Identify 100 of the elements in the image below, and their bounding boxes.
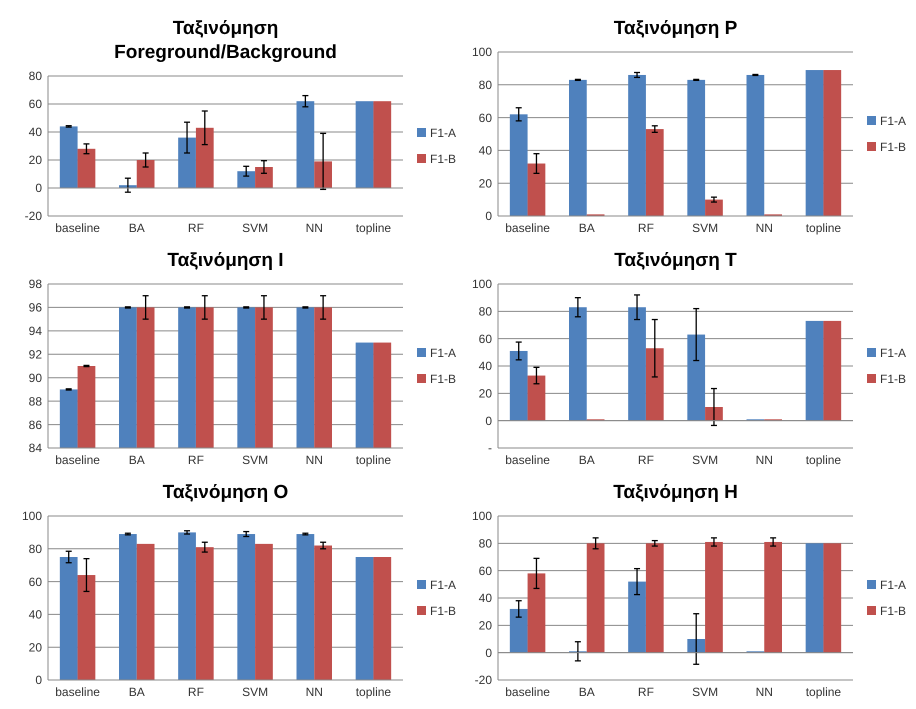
bar bbox=[806, 543, 824, 653]
y-tick-label: 20 bbox=[478, 618, 492, 633]
bar bbox=[646, 348, 664, 421]
y-tick-label: 0 bbox=[485, 646, 492, 660]
bar bbox=[296, 101, 314, 188]
x-tick-label: NN bbox=[306, 453, 323, 467]
y-tick-label: 80 bbox=[478, 536, 492, 551]
x-tick-label: BA bbox=[578, 685, 595, 699]
bar bbox=[628, 582, 646, 653]
y-tick-label: 20 bbox=[478, 386, 492, 401]
bar bbox=[628, 307, 646, 421]
bar bbox=[78, 575, 96, 680]
bar bbox=[356, 557, 374, 680]
legend-label: F1-B bbox=[880, 604, 906, 618]
bar bbox=[823, 543, 842, 653]
x-tick-label: baseline bbox=[505, 685, 550, 699]
bar bbox=[78, 148, 96, 188]
bar bbox=[237, 534, 256, 680]
y-tick-label: 80 bbox=[478, 78, 492, 92]
bar bbox=[178, 138, 196, 188]
chart-title: Ταξινόμηση T bbox=[614, 250, 738, 271]
x-tick-label: topline bbox=[356, 685, 392, 699]
bar bbox=[136, 544, 154, 680]
y-tick-label: - bbox=[488, 441, 492, 456]
x-tick-label: baseline bbox=[55, 685, 100, 699]
y-tick-label: 100 bbox=[472, 509, 492, 524]
y-tick-label: 20 bbox=[28, 153, 42, 168]
y-tick-label: 60 bbox=[478, 564, 492, 578]
y-tick-label: 96 bbox=[28, 300, 42, 315]
y-tick-label: 60 bbox=[478, 110, 492, 125]
bar bbox=[136, 160, 154, 188]
bar bbox=[586, 543, 604, 653]
x-tick-label: SVM bbox=[692, 453, 718, 467]
legend-label: F1-A bbox=[430, 346, 456, 360]
x-tick-label: RF bbox=[188, 685, 204, 699]
x-tick-label: NN bbox=[756, 685, 773, 699]
y-tick-label: 90 bbox=[28, 370, 42, 385]
bar bbox=[60, 126, 78, 188]
x-tick-label: SVM bbox=[242, 453, 268, 467]
y-tick-label: 80 bbox=[28, 69, 42, 84]
bar bbox=[646, 129, 664, 216]
y-tick-label: 40 bbox=[28, 125, 42, 140]
bar bbox=[528, 164, 546, 216]
y-tick-label: 60 bbox=[478, 332, 492, 346]
bar bbox=[314, 546, 332, 680]
x-tick-label: topline bbox=[806, 685, 842, 699]
bar bbox=[178, 532, 196, 680]
bar bbox=[687, 80, 706, 216]
x-tick-label: NN bbox=[756, 221, 773, 235]
bar bbox=[764, 542, 782, 653]
legend-label: F1-A bbox=[430, 578, 456, 592]
y-tick-label: 0 bbox=[35, 673, 42, 688]
legend-label: F1-A bbox=[430, 126, 456, 140]
y-tick-label: -20 bbox=[24, 209, 42, 224]
y-tick-label: 98 bbox=[28, 277, 42, 292]
y-tick-label: 40 bbox=[478, 359, 492, 374]
x-tick-label: NN bbox=[306, 685, 323, 699]
x-tick-label: RF bbox=[638, 221, 654, 235]
legend-label: F1-B bbox=[430, 372, 456, 386]
y-tick-label: 0 bbox=[35, 181, 42, 196]
y-tick-label: 60 bbox=[28, 574, 42, 589]
y-tick-label: 94 bbox=[28, 324, 42, 338]
x-tick-label: SVM bbox=[242, 685, 268, 699]
y-tick-label: 84 bbox=[28, 441, 42, 456]
bar bbox=[119, 534, 137, 680]
x-tick-label: baseline bbox=[55, 453, 100, 467]
bar bbox=[510, 114, 528, 216]
bar bbox=[569, 80, 587, 216]
bar bbox=[646, 543, 664, 653]
bar bbox=[373, 101, 392, 188]
x-tick-label: NN bbox=[756, 453, 773, 467]
x-tick-label: topline bbox=[806, 453, 842, 467]
y-tick-label: 0 bbox=[485, 414, 492, 428]
y-tick-label: 100 bbox=[472, 277, 492, 292]
x-tick-label: RF bbox=[188, 221, 204, 235]
legend-label: F1-B bbox=[430, 604, 456, 618]
bar bbox=[628, 74, 646, 216]
chart-title: Ταξινόμηση Foreground/Background bbox=[114, 18, 337, 63]
y-tick-label: 92 bbox=[28, 347, 42, 362]
bar bbox=[528, 573, 546, 653]
bar bbox=[806, 70, 824, 216]
x-tick-label: RF bbox=[188, 453, 204, 467]
chart-title: Ταξινόμηση O bbox=[162, 482, 288, 503]
x-tick-label: BA bbox=[128, 685, 145, 699]
legend-label: F1-A bbox=[880, 578, 906, 592]
bar bbox=[510, 350, 528, 421]
bar bbox=[569, 307, 587, 421]
x-tick-label: topline bbox=[356, 221, 392, 235]
bar bbox=[705, 407, 723, 421]
y-tick-label: 40 bbox=[478, 144, 492, 158]
x-tick-label: RF bbox=[638, 685, 654, 699]
y-tick-label: 40 bbox=[478, 591, 492, 606]
bar bbox=[356, 101, 374, 188]
bar bbox=[705, 542, 723, 653]
x-tick-label: BA bbox=[128, 221, 145, 235]
y-tick-label: 20 bbox=[28, 640, 42, 654]
legend-label: F1-A bbox=[880, 346, 906, 360]
y-tick-label: 100 bbox=[22, 509, 42, 524]
bar bbox=[705, 200, 723, 216]
x-tick-label: topline bbox=[806, 221, 842, 235]
